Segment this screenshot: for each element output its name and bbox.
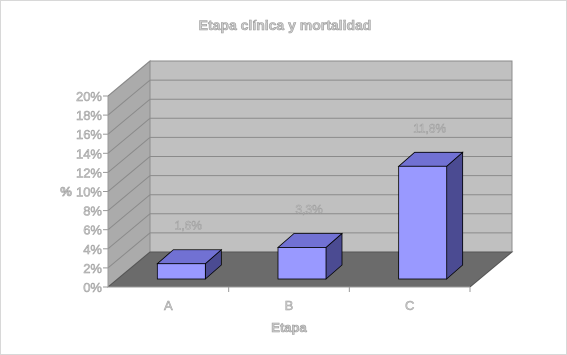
bar-front <box>156 263 206 280</box>
gridline <box>107 175 512 211</box>
gridline <box>107 98 512 135</box>
bar-front <box>398 165 448 280</box>
y-tick-label: 10% <box>76 185 102 200</box>
data-label: 3,3% <box>295 202 323 216</box>
gridline <box>107 213 512 250</box>
x-axis-label: Etapa <box>271 320 307 335</box>
gridlines <box>107 60 512 269</box>
bar-front <box>277 247 327 280</box>
bar-A <box>156 248 223 280</box>
gridline <box>107 136 512 173</box>
gridline <box>107 156 512 192</box>
x-axis-ticks: A B C <box>108 286 471 313</box>
bar-side <box>446 151 464 280</box>
gridline <box>107 232 512 269</box>
y-tick-label: 16% <box>76 127 102 142</box>
gridline <box>107 79 512 116</box>
y-tick-label: 8% <box>83 204 102 219</box>
data-label: 1,6% <box>175 219 203 233</box>
chart-title: Etapa clínica y mortalidad <box>199 17 372 33</box>
gridline <box>107 60 512 97</box>
y-tick-label: 6% <box>83 223 102 238</box>
y-tick-label: 12% <box>76 165 102 180</box>
gridline <box>107 117 512 154</box>
y-tick-label: 2% <box>83 261 102 276</box>
data-labels: 1,6% 3,3% 11,8% <box>174 121 446 233</box>
x-tick-label: A <box>164 298 173 313</box>
gridline <box>107 194 512 231</box>
bars <box>156 151 464 280</box>
x-tick-label: B <box>285 298 294 313</box>
bar-C <box>397 151 464 280</box>
y-tick-label: 0% <box>83 280 102 295</box>
x-tick-label: C <box>405 298 414 313</box>
y-tick-label: 4% <box>83 242 102 257</box>
y-tick-label: 18% <box>76 108 102 123</box>
y-axis-label: % <box>60 184 72 199</box>
y-tick-label: 20% <box>76 89 102 104</box>
data-label: 11,8% <box>413 121 446 135</box>
bar-B <box>276 232 344 280</box>
y-tick-label: 14% <box>76 146 102 161</box>
y-axis-ticks: 0% 2% 4% 6% 8% 10% 12% 14% 16% 18% 20% <box>76 89 109 295</box>
